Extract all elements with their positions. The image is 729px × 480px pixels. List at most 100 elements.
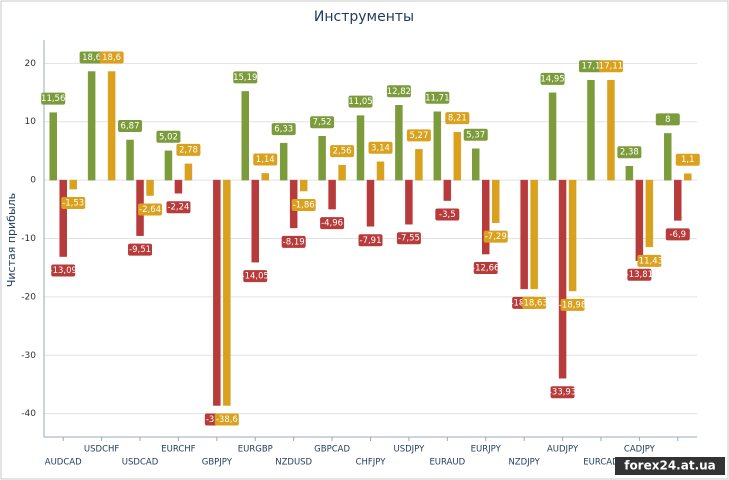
- bar: [69, 179, 77, 190]
- x-tick-label: EURCHF: [161, 445, 195, 455]
- value-label: 5,37: [466, 130, 485, 140]
- x-tick-label: GBPJPY: [202, 458, 233, 468]
- value-label: 5,02: [159, 132, 178, 142]
- x-tick-label: EURAUD: [429, 458, 465, 468]
- value-label: 3,14: [371, 143, 390, 153]
- value-label: -13,81: [626, 270, 653, 280]
- value-label: -7,29: [485, 232, 507, 242]
- value-label-bg: [368, 141, 393, 154]
- value-label-bg: [156, 130, 181, 143]
- x-tick-label: GBPCAD: [314, 445, 350, 455]
- bar: [635, 179, 644, 261]
- value-label-bg: [578, 60, 603, 73]
- value-label: 14,95: [540, 74, 564, 84]
- value-label-bg: [637, 254, 662, 267]
- bar: [213, 179, 221, 406]
- x-tick-label: EURCAD: [583, 458, 619, 468]
- value-label: 1,14: [256, 155, 275, 165]
- value-label-bg: [271, 123, 296, 136]
- value-label: 15,19: [233, 73, 257, 83]
- value-label: 5,27: [409, 131, 428, 141]
- bar: [241, 91, 250, 181]
- value-label-bg: [310, 116, 335, 129]
- value-label: 7,52: [313, 118, 332, 128]
- value-label: -1,86: [293, 200, 315, 210]
- bar: [356, 115, 365, 181]
- chart-title: Инструменты: [314, 9, 414, 25]
- x-tick-label: USDCHF: [84, 445, 119, 455]
- bar: [443, 179, 452, 201]
- value-label-bg: [560, 298, 585, 311]
- value-label-bg: [320, 217, 345, 230]
- value-label-bg: [550, 386, 575, 399]
- value-label-bg: [540, 72, 565, 85]
- bar: [146, 179, 154, 196]
- value-label-bg: [118, 120, 143, 133]
- value-label-bg: [598, 60, 623, 73]
- bar: [625, 165, 634, 181]
- bar: [491, 179, 500, 223]
- value-label: 18,6: [82, 53, 101, 63]
- bar: [520, 179, 528, 290]
- y-tick-label: 20: [25, 59, 37, 69]
- value-label-bg: [425, 91, 450, 104]
- value-label: -7,55: [398, 234, 420, 244]
- x-tick-label: CHFJPY: [356, 458, 387, 468]
- value-label: 8,21: [448, 114, 467, 124]
- x-tick-label: NZDJPY: [508, 458, 540, 468]
- value-label-bg: [281, 235, 306, 248]
- y-tick-label: -10: [21, 234, 36, 244]
- value-label-bg: [435, 208, 460, 221]
- value-label-bg: [617, 146, 642, 159]
- value-label: -13,09: [50, 266, 77, 276]
- bar: [664, 133, 672, 181]
- y-tick-label: -30: [21, 351, 36, 361]
- bar: [184, 163, 193, 181]
- bar: [87, 71, 96, 181]
- value-label-bg: [128, 243, 153, 256]
- y-tick-label: 10: [25, 117, 37, 127]
- value-label: 11,05: [348, 97, 372, 107]
- value-label: -7,91: [360, 236, 382, 246]
- value-label: -8,19: [283, 237, 305, 247]
- bar: [481, 179, 490, 255]
- value-label: -6,9: [669, 230, 686, 240]
- bar: [395, 105, 403, 181]
- value-label-bg: [61, 197, 86, 210]
- bar: [164, 150, 173, 181]
- value-label: -12,66: [472, 264, 499, 274]
- value-label-bg: [358, 234, 383, 247]
- bar: [415, 149, 423, 181]
- value-label-bg: [473, 262, 498, 275]
- value-label-bg: [627, 268, 652, 281]
- value-label-bg: [243, 270, 268, 283]
- value-label: 18,6: [102, 53, 121, 63]
- value-label-bg: [330, 145, 355, 158]
- value-label: -4,96: [321, 219, 343, 229]
- bar: [223, 179, 231, 406]
- bar: [107, 71, 116, 181]
- y-tick-label: -20: [21, 292, 36, 302]
- bar: [299, 179, 308, 192]
- x-tick-label: CADJPY: [624, 445, 656, 455]
- bar: [376, 161, 385, 181]
- bar: [49, 112, 57, 181]
- bar: [279, 142, 288, 181]
- value-label: -33,93: [549, 388, 576, 398]
- value-label: -18,63: [520, 298, 547, 308]
- bar: [568, 179, 577, 292]
- value-label: -9,51: [129, 245, 151, 255]
- bar: [558, 179, 567, 379]
- value-label-bg: [463, 128, 488, 141]
- value-label-bg: [291, 198, 316, 211]
- value-label: -11,43: [636, 256, 663, 266]
- y-tick-label: -40: [21, 409, 36, 419]
- bar: [453, 131, 462, 181]
- value-label: 17,1: [582, 62, 601, 72]
- x-tick-label: AUDJPY: [547, 445, 579, 455]
- value-label-bg: [253, 153, 278, 166]
- value-label-bg: [406, 129, 431, 142]
- value-label: -3,5: [439, 210, 456, 220]
- watermark: forex24.at.ua: [624, 459, 716, 473]
- bar: [59, 179, 67, 257]
